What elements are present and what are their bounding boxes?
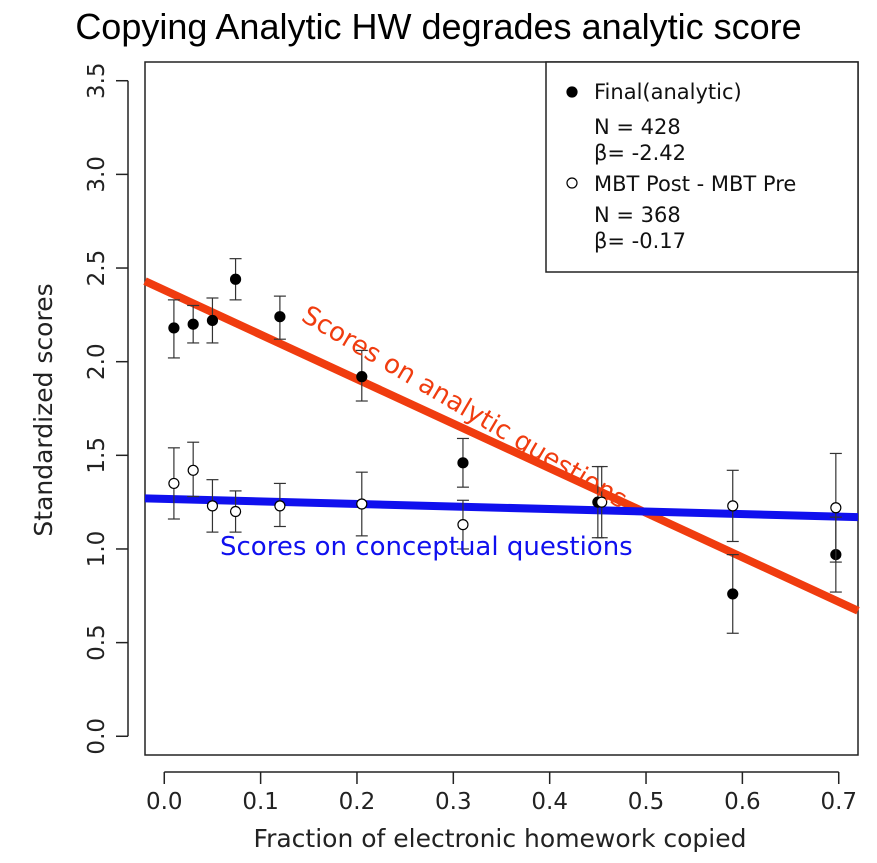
y-tick-label: 2.0 <box>84 343 110 380</box>
x-tick-label: 0.7 <box>820 789 857 815</box>
legend-label: MBT Post - MBT Pre <box>594 172 796 196</box>
final-analytic-point <box>187 318 199 330</box>
analytic-trend-label: Scores on analytic questions <box>296 300 632 515</box>
x-tick-label: 0.4 <box>531 789 568 815</box>
x-tick-label: 0.5 <box>628 789 665 815</box>
y-tick-label: 2.5 <box>84 250 110 287</box>
y-tick-label: 1.5 <box>84 437 110 474</box>
y-axis-label: Standardized scores <box>29 283 58 536</box>
mbt-diff-point <box>206 500 219 512</box>
mbt-diff-point <box>274 500 286 512</box>
y-tick-label: 0.5 <box>84 624 110 661</box>
mbt-diff-point <box>457 519 469 531</box>
analytic-trend-line <box>143 277 860 615</box>
y-tick-label: 3.5 <box>84 62 110 99</box>
y-tick-label: 0.0 <box>84 718 110 755</box>
mbt-diff-point <box>727 500 739 512</box>
legend-beta: β= -0.17 <box>594 229 686 253</box>
y-axis: 0.0 0.5 1.0 1.5 2.0 2.5 3.0 3.5 <box>84 62 129 755</box>
x-tick-label: 0.6 <box>724 789 761 815</box>
x-tick-label: 0.0 <box>146 789 183 815</box>
legend-marker-open <box>566 177 578 189</box>
chart-title: Copying Analytic HW degrades analytic sc… <box>75 6 802 47</box>
mbt-diff-point <box>596 496 608 508</box>
x-tick-label: 0.1 <box>242 789 279 815</box>
y-tick-label: 1.0 <box>84 531 110 568</box>
legend: Final(analytic) N = 428 β= -2.42 MBT Pos… <box>545 61 859 273</box>
trend-lines <box>143 277 860 615</box>
mbt-diff-point <box>168 477 180 490</box>
mbt-diff-point <box>187 464 199 476</box>
mbt-diff-point <box>356 498 368 510</box>
legend-box <box>545 61 859 273</box>
final-analytic-point <box>206 314 219 327</box>
final-analytic-point <box>457 457 469 469</box>
x-tick-label: 0.3 <box>435 789 472 815</box>
x-axis-label: Fraction of electronic homework copied <box>254 824 747 853</box>
final-analytic-point <box>727 588 739 600</box>
legend-n: N = 428 <box>594 115 681 139</box>
conceptual-trend-line <box>144 494 859 522</box>
legend-beta: β= -2.42 <box>594 141 686 165</box>
x-tick-label: 0.2 <box>339 789 376 815</box>
plot-frame <box>144 61 859 756</box>
legend-label: Final(analytic) <box>594 80 742 104</box>
conceptual-trend-label: Scores on conceptual questions <box>220 532 633 562</box>
final-analytic-point <box>274 311 286 323</box>
mbt-diff-point <box>830 502 842 514</box>
legend-n: N = 368 <box>594 203 681 227</box>
final-analytic-point <box>168 322 180 334</box>
final-analytic-point <box>229 273 242 285</box>
final-analytic-point <box>356 371 368 383</box>
legend-marker-filled <box>566 86 578 98</box>
data-series <box>167 258 842 634</box>
x-axis: 0.0 0.1 0.2 0.3 0.4 0.5 0.6 0.7 <box>146 771 857 815</box>
y-tick-label: 3.0 <box>84 156 110 193</box>
mbt-diff-point <box>229 505 242 518</box>
